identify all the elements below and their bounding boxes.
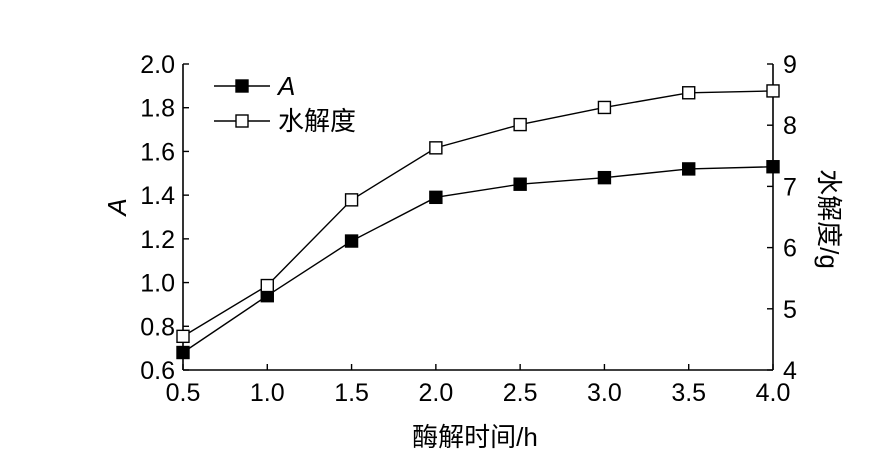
right-y-tick-label: 7 bbox=[783, 173, 797, 201]
legend-item-a-label: A bbox=[276, 71, 295, 101]
series-a-point bbox=[766, 160, 780, 174]
x-tick-label: 2.5 bbox=[503, 379, 538, 407]
series-a-point bbox=[344, 234, 359, 248]
left-y-tick-label: 2.0 bbox=[140, 51, 175, 79]
right-y-tick-label: 6 bbox=[783, 235, 797, 263]
right-y-tick-label: 9 bbox=[783, 51, 797, 79]
series-a-line bbox=[182, 166, 774, 354]
right-y-tick-label: 5 bbox=[783, 296, 797, 324]
left-y-axis-title: A bbox=[102, 198, 132, 217]
left-y-tick-label: 1.0 bbox=[140, 270, 175, 298]
series-a-point bbox=[429, 190, 443, 205]
series-a-point bbox=[682, 162, 696, 176]
series-hydrolysis-point bbox=[429, 141, 443, 155]
right-y-axis-ticks: 4 5 6 7 8 9 bbox=[767, 51, 797, 385]
x-tick-label: 1.0 bbox=[250, 379, 285, 407]
legend-item-a-marker bbox=[235, 79, 249, 93]
x-tick-label: 4.0 bbox=[756, 379, 791, 407]
left-y-tick-label: 1.2 bbox=[140, 226, 175, 254]
x-tick-label: 1.5 bbox=[334, 379, 369, 407]
x-axis-title: 酶解时间/h bbox=[412, 422, 538, 452]
left-y-tick-label: 0.6 bbox=[140, 357, 175, 385]
legend-item-hydrolysis-marker bbox=[235, 114, 249, 128]
left-y-tick-label: 1.8 bbox=[140, 95, 175, 123]
x-tick-label: 3.5 bbox=[671, 379, 706, 407]
series-hydrolysis-point bbox=[766, 84, 780, 98]
left-y-tick-label: 0.8 bbox=[140, 313, 175, 341]
x-tick-label: 0.5 bbox=[166, 379, 201, 407]
series-hydrolysis-point bbox=[344, 193, 359, 207]
series-group bbox=[176, 84, 780, 360]
left-y-tick-label: 1.4 bbox=[140, 182, 175, 210]
series-hydrolysis-point bbox=[513, 117, 527, 132]
axes bbox=[182, 64, 774, 371]
series-hydrolysis-point bbox=[597, 100, 612, 115]
left-y-axis-ticks: 0.6 0.8 1.0 1.2 1.4 1.6 1.8 2.0 bbox=[140, 51, 189, 385]
x-tick-label: 3.0 bbox=[587, 379, 622, 407]
series-hydrolysis-point bbox=[260, 278, 274, 293]
x-tick-label: 2.0 bbox=[418, 379, 453, 407]
series-a-point bbox=[513, 177, 527, 191]
series-hydrolysis-point bbox=[176, 329, 190, 344]
legend: A 水解度 bbox=[214, 71, 356, 136]
series-hydrolysis-line bbox=[182, 90, 774, 337]
left-y-tick-label: 1.6 bbox=[140, 138, 175, 166]
x-axis-ticks: 0.5 1.0 1.5 2.0 2.5 3.0 3.5 4.0 bbox=[166, 364, 791, 407]
right-y-tick-label: 8 bbox=[783, 112, 797, 140]
legend-item-hydrolysis-label: 水解度 bbox=[278, 106, 356, 136]
series-a-point bbox=[597, 170, 612, 185]
series-a-point bbox=[176, 345, 190, 360]
series-hydrolysis-point bbox=[682, 86, 696, 100]
right-y-axis-title: 水解度/g bbox=[814, 169, 844, 269]
right-y-tick-label: 4 bbox=[783, 357, 797, 385]
